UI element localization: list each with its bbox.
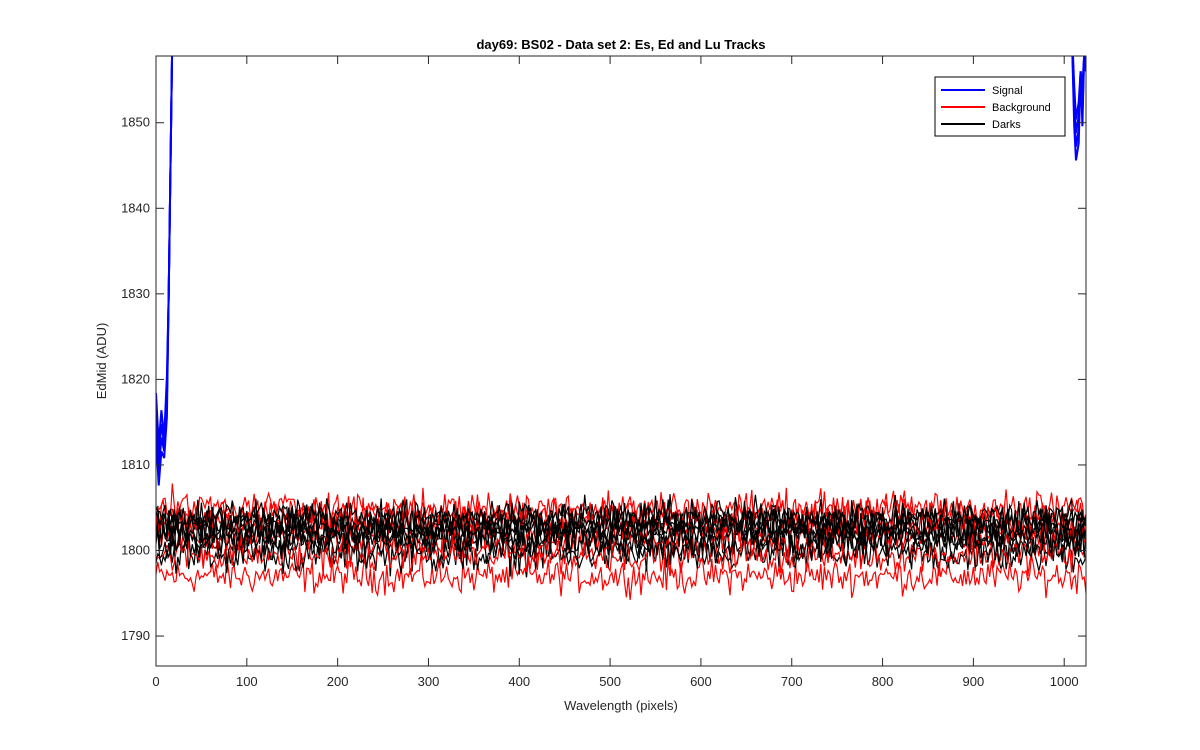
x-tick-label: 200 (327, 674, 349, 689)
y-tick-label: 1810 (121, 457, 150, 472)
background-series-line-1 (156, 533, 1086, 577)
legend-label-darks: Darks (992, 119, 1021, 131)
y-tick-label: 1790 (121, 628, 150, 643)
x-tick-label: 900 (963, 674, 985, 689)
x-axis-label: Wavelength (pixels) (564, 698, 678, 713)
signal-series-line-right-3 (1071, 56, 1086, 120)
x-tick-label: 800 (872, 674, 894, 689)
plot-area (156, 56, 1086, 601)
signal-series-line-left-3 (156, 56, 174, 445)
x-tick-label: 600 (690, 674, 712, 689)
y-tick-label: 1840 (121, 200, 150, 215)
x-tick-label: 1000 (1050, 674, 1079, 689)
x-tick-label: 700 (781, 674, 803, 689)
legend-label-background: Background (992, 102, 1051, 114)
legend-label-signal: Signal (992, 85, 1023, 97)
y-axis-label: EdMid (ADU) (94, 323, 109, 400)
background-series-line-0 (156, 553, 1086, 601)
y-tick-label: 1800 (121, 543, 150, 558)
chart-title: day69: BS02 - Data set 2: Es, Ed and Lu … (476, 37, 765, 52)
axes-box (155, 55, 1087, 667)
x-tick-label: 500 (599, 674, 621, 689)
y-tick-label: 1850 (121, 115, 150, 130)
y-tick-label: 1830 (121, 286, 150, 301)
darks-series-line-3 (156, 509, 1086, 558)
x-tick-label: 0 (152, 674, 159, 689)
background-series-line-3 (156, 502, 1086, 545)
darks-series-line-6 (156, 498, 1086, 545)
darks-series-line-5 (156, 500, 1086, 550)
y-tick-label: 1820 (121, 371, 150, 386)
legend: Signal Background Darks (934, 76, 1066, 137)
darks-series-line-4 (156, 503, 1086, 553)
darks-series-line-7 (156, 494, 1086, 539)
x-tick-label: 300 (418, 674, 440, 689)
x-tick-label: 100 (236, 674, 258, 689)
x-tick-label: 400 (508, 674, 530, 689)
axis-ticks: 0 100 200 300 400 500 600 700 800 900 1000 1790 1800… (121, 56, 1086, 689)
